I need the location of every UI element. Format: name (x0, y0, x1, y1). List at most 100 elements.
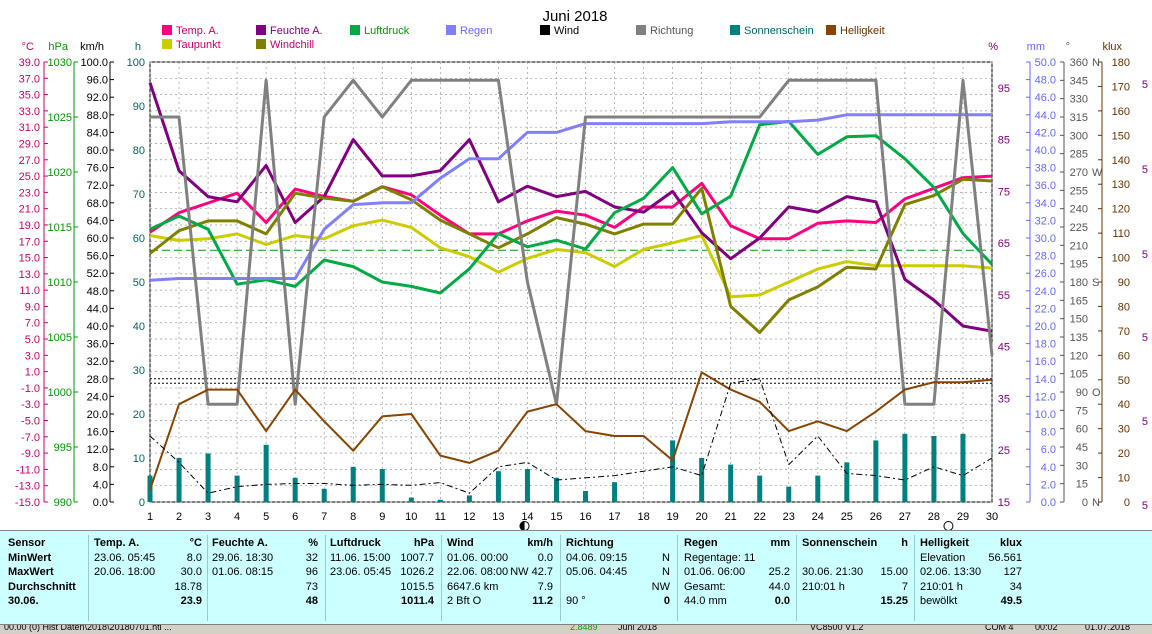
stats-value: 73 (305, 580, 318, 593)
temp-axis-tick-label: -11.0 (16, 464, 40, 476)
stats-value: 18.78 (174, 580, 202, 593)
legend-swatch (162, 39, 172, 49)
x-tick-label: 27 (899, 511, 911, 523)
hum-axis-tick-label: 45 (998, 342, 1010, 354)
press-axis-tick-label: 1010 (48, 277, 72, 289)
dir-axis-tick-label: 15 (1076, 479, 1088, 491)
rain-axis-tick-label: 36.0 (1035, 180, 1056, 192)
dir-axis-tick-label: 150 (1070, 314, 1088, 326)
full-moon-icon (943, 521, 954, 530)
temp-axis-tick-label: 3.0 (25, 350, 40, 362)
sun-axis-tick-label: 70 (133, 189, 145, 201)
wind-axis-tick-label: 44.0 (87, 303, 108, 315)
plot-grid (149, 61, 993, 503)
series-line-feuchte-a (148, 82, 993, 333)
legend-swatch (636, 25, 646, 35)
stats-unit: °C (189, 537, 202, 549)
stats-value: 96 (305, 566, 318, 579)
stats-current: 48 (305, 595, 318, 608)
x-tick-label: 11 (435, 511, 446, 523)
stats-label-max: MaxWert (8, 566, 54, 579)
dir-axis-tick-label: 360 (1070, 57, 1088, 69)
series-line-helligkeit (149, 371, 993, 491)
stats-value: 44.0 (768, 580, 790, 593)
stats-col-wind: Wind km/h 01.06. 00:00 0.0 22.06. 08:00 NW … (447, 537, 553, 610)
stats-unit: klux (999, 537, 1022, 549)
sunshine-bar (321, 488, 327, 502)
rain-axis-tick-label: 8.0 (1041, 427, 1056, 439)
press-axis-tick-label: 995 (54, 442, 72, 454)
x-tick-label: 8 (350, 511, 356, 523)
wind-axis-tick-label: 0.0 (93, 497, 108, 509)
stats-current-label: 90 ° (566, 595, 586, 608)
legend-swatch (350, 25, 360, 35)
temp-axis-tick-label: 7.0 (25, 318, 40, 330)
statistics-panel: Sensor MinWert MaxWert Durchschnitt 30.0… (0, 530, 1152, 625)
dir-axis-tick-label: 240 (1070, 204, 1088, 216)
rain-axis-tick-label: 14.0 (1035, 374, 1056, 386)
stats-time: Gesamt: (684, 580, 726, 593)
stats-col-pressure: Luftdruck hPa 11.06. 15:00 1007.7 23.06. 0… (330, 537, 434, 610)
x-tick-label: 10 (405, 511, 417, 523)
wind-axis-tick-label: 60.0 (87, 233, 108, 245)
temp-axis-tick-label: 29.0 (19, 138, 40, 150)
sunshine-bar (379, 469, 385, 502)
wind-axis-tick-label: 88.0 (87, 110, 108, 122)
dir-axis-tick-label: 330 (1070, 94, 1088, 106)
wind-axis-label: km/h (80, 41, 104, 53)
temp-axis-tick-label: 37.0 (19, 73, 40, 85)
wind-axis-tick-label: 100.0 (80, 57, 108, 69)
lux-axis-tick-label: 170 (1112, 81, 1130, 93)
edge-mark: 5 (1142, 500, 1148, 512)
sun-axis-label: h (135, 41, 141, 53)
x-tick-label: 18 (637, 511, 649, 523)
stats-value: 32 (305, 551, 318, 564)
status-bar: 00.00 (0) Hist Daten\2018\20180701.htl .… (0, 624, 1152, 634)
x-tick-label: 30 (986, 511, 998, 523)
sunshine-bar (263, 444, 269, 502)
dir-axis-tick-label: 30 (1076, 460, 1088, 472)
rain-axis-tick-label: 44.0 (1035, 110, 1056, 122)
lux-axis-tick-label: 70 (1118, 326, 1130, 338)
stats-col-sensor: Sensor MinWert MaxWert Durchschnitt 30.0… (8, 537, 86, 610)
stats-value: N (662, 566, 670, 579)
x-tick-label: 25 (841, 511, 853, 523)
sunshine-bar (437, 499, 443, 502)
dir-axis-tick-label: 255 (1070, 185, 1088, 197)
legend-label: Wind (554, 25, 579, 37)
hum-axis-tick-label: 65 (998, 238, 1010, 250)
rain-axis-tick-label: 38.0 (1035, 163, 1056, 175)
dir-axis-tick-label: 90 (1076, 387, 1088, 399)
dir-axis-tick-label: 210 (1070, 240, 1088, 252)
stats-value: 56.561 (988, 551, 1022, 564)
stats-time: 6647.6 km (447, 580, 499, 593)
rain-axis-tick-label: 28.0 (1035, 251, 1056, 263)
sunshine-bar (670, 440, 676, 502)
stats-value: 127 (1003, 566, 1022, 579)
stats-current: 0.0 (774, 595, 790, 608)
rain-axis-label: mm (1027, 41, 1045, 53)
sunshine-bar (176, 458, 182, 502)
wind-axis-tick-label: 52.0 (87, 268, 108, 280)
temp-axis-tick-label: 5.0 (25, 334, 40, 346)
sun-axis-tick-label: 80 (133, 145, 145, 157)
lux-axis-tick-label: 160 (1112, 106, 1130, 118)
rain-axis-tick-label: 4.0 (1041, 462, 1056, 474)
wind-axis-tick-label: 92.0 (87, 92, 108, 104)
stats-date: 30.06. (8, 595, 39, 608)
lux-axis-tick-label: 10 (1118, 473, 1130, 485)
lux-axis-tick-label: 0 (1124, 497, 1130, 509)
status-device: VC8500 V1.2 (810, 624, 864, 632)
dir-axis-tick-label: 135 (1070, 332, 1088, 344)
stats-time: 04.06. 09:15 (566, 551, 628, 564)
temp-axis-tick-label: 17.0 (19, 236, 40, 248)
left-axes: -15.0 -13.0 -11.0 -9.0 -7.0 -5.0 -3.0 -1.0 1.0 3.… (15, 41, 145, 509)
x-tick-label: 23 (783, 511, 795, 523)
chart-legend: Temp. A. Taupunkt Feuchte A. Windchill Luftd… (162, 25, 885, 51)
dir-axis-tick-label: 315 (1070, 112, 1088, 124)
wind-axis-tick-label: 68.0 (87, 198, 108, 210)
press-axis-tick-label: 1020 (48, 167, 72, 179)
legend-label: Windchill (270, 39, 314, 51)
wind-axis-tick-label: 64.0 (87, 215, 108, 227)
rain-axis-tick-label: 0.0 (1041, 497, 1056, 509)
